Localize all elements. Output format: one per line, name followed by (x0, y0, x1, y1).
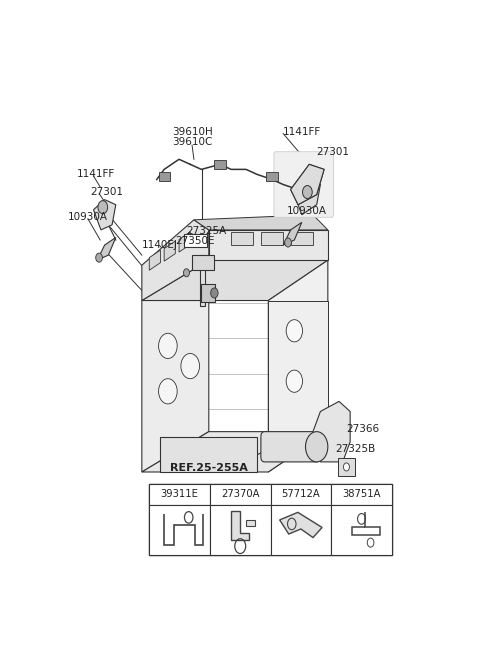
Polygon shape (268, 301, 328, 432)
Polygon shape (142, 432, 328, 472)
FancyBboxPatch shape (261, 432, 321, 462)
Text: 10930A: 10930A (287, 206, 327, 215)
Polygon shape (268, 260, 328, 472)
Circle shape (286, 320, 302, 342)
Text: 57712A: 57712A (281, 489, 320, 499)
FancyBboxPatch shape (184, 234, 207, 247)
Polygon shape (179, 232, 190, 252)
Circle shape (181, 354, 200, 379)
Bar (210, 483, 271, 505)
Polygon shape (149, 250, 160, 271)
Circle shape (158, 379, 177, 404)
Text: 27325A: 27325A (186, 226, 227, 236)
Polygon shape (97, 238, 116, 260)
Bar (149, 483, 392, 555)
Bar (246, 520, 255, 526)
Polygon shape (164, 241, 175, 261)
Text: 38751A: 38751A (342, 489, 381, 499)
Polygon shape (313, 402, 350, 462)
Polygon shape (142, 260, 328, 301)
Text: 27350E: 27350E (176, 236, 215, 246)
Text: 27301: 27301 (317, 147, 349, 157)
Polygon shape (192, 255, 215, 271)
Bar (210, 505, 271, 555)
Polygon shape (280, 512, 322, 538)
Text: 1140EJ: 1140EJ (142, 240, 178, 250)
Polygon shape (142, 220, 209, 301)
Text: 10930A: 10930A (67, 212, 108, 222)
Polygon shape (160, 437, 257, 472)
Polygon shape (209, 230, 328, 260)
Circle shape (158, 333, 177, 358)
Text: 39610H: 39610H (172, 126, 213, 136)
Bar (149, 505, 210, 555)
Polygon shape (94, 200, 116, 230)
Text: 27325B: 27325B (335, 444, 375, 455)
Text: 27301: 27301 (90, 187, 123, 197)
Polygon shape (231, 233, 253, 245)
Circle shape (285, 238, 291, 247)
Bar (271, 483, 331, 505)
Text: REF.25-255A: REF.25-255A (170, 463, 248, 473)
Bar (331, 505, 392, 555)
FancyBboxPatch shape (338, 458, 355, 476)
Polygon shape (290, 233, 313, 245)
Circle shape (183, 269, 190, 277)
Text: 39610C: 39610C (172, 137, 212, 147)
Polygon shape (283, 222, 302, 245)
Circle shape (98, 200, 108, 214)
Circle shape (302, 185, 312, 198)
Polygon shape (294, 179, 321, 215)
Text: 39311E: 39311E (161, 489, 199, 499)
Text: 1141FF: 1141FF (77, 170, 115, 179)
Polygon shape (231, 511, 249, 540)
Bar (331, 483, 392, 505)
FancyBboxPatch shape (201, 284, 215, 301)
Text: 1141FF: 1141FF (283, 126, 322, 136)
Circle shape (96, 253, 102, 262)
Circle shape (344, 463, 349, 471)
Polygon shape (142, 260, 209, 472)
Bar (215, 160, 226, 169)
Polygon shape (290, 164, 324, 204)
FancyBboxPatch shape (274, 152, 334, 217)
Circle shape (305, 432, 328, 462)
Bar (149, 483, 210, 505)
Bar (271, 505, 331, 555)
Text: 27370A: 27370A (221, 489, 260, 499)
Bar (266, 172, 277, 181)
Text: 27366: 27366 (347, 424, 380, 434)
Polygon shape (200, 255, 205, 305)
Circle shape (211, 288, 218, 298)
Polygon shape (261, 233, 283, 245)
Polygon shape (194, 215, 328, 230)
Circle shape (286, 370, 302, 392)
Bar (158, 172, 170, 181)
